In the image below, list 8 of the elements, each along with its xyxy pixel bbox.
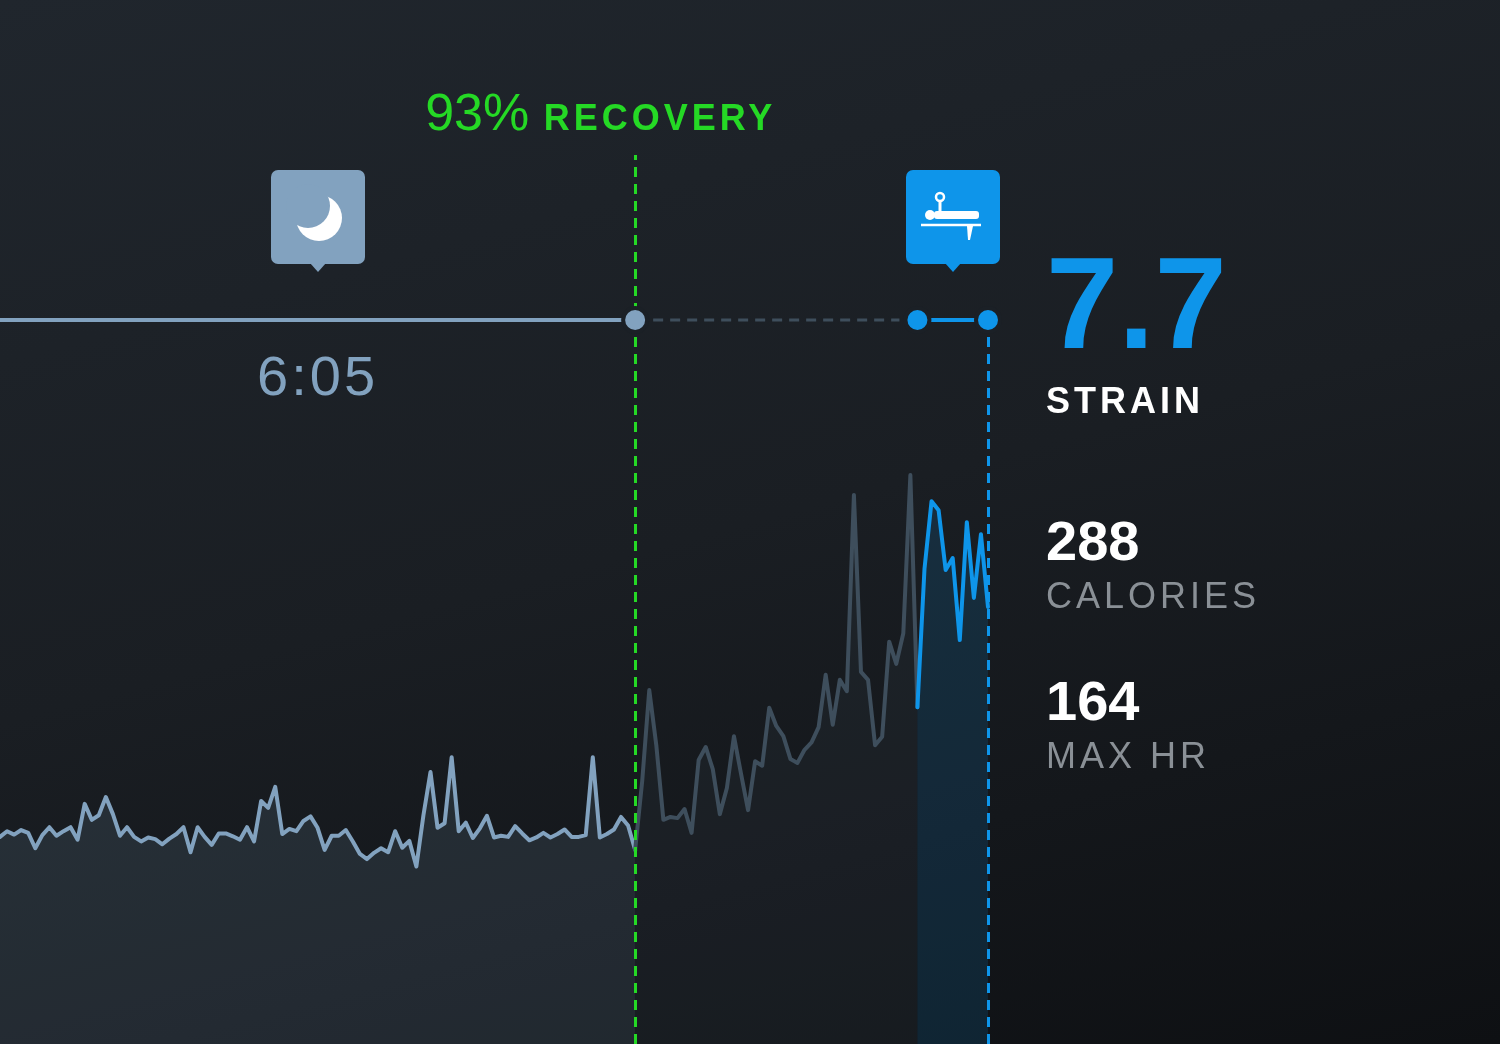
text: MAX HR [1046, 735, 1211, 776]
text: 93% RECOVERY [425, 83, 777, 141]
text: STRAIN [1046, 380, 1204, 421]
text: CALORIES [1046, 575, 1261, 616]
text: 164 [1046, 669, 1140, 732]
text: 6:05 [257, 344, 379, 407]
text: 288 [1046, 509, 1140, 572]
text: 7.7 [1046, 230, 1227, 376]
